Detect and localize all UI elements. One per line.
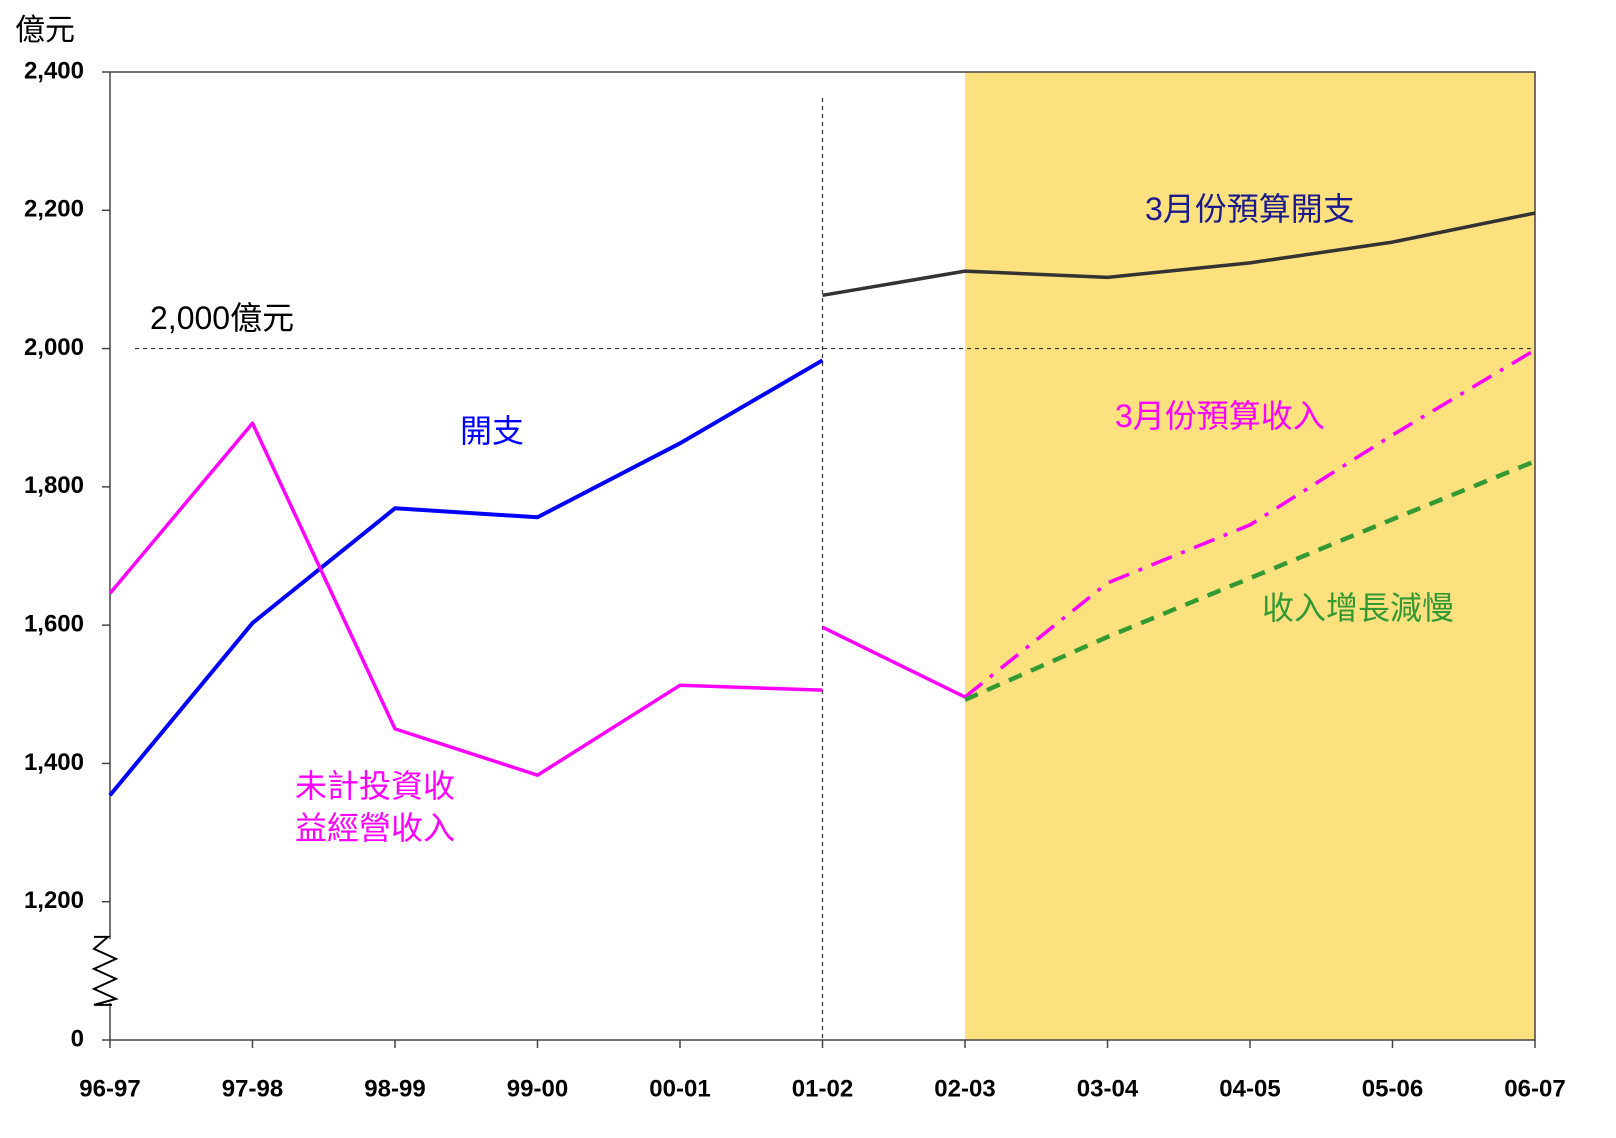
series-line [963, 348, 1536, 699]
series-label: 開支 [460, 413, 525, 449]
series-line [964, 459, 1536, 702]
axis-break-gap [107, 938, 113, 1003]
y-tick-label: 1,400 [24, 749, 84, 776]
x-tick-label: 06-07 [1504, 1075, 1565, 1102]
series-label: 收入增長減慢 [1262, 590, 1455, 626]
x-tick-label: 03-04 [1077, 1075, 1139, 1102]
unit-label: 億元 [15, 14, 75, 47]
series-line [108, 421, 823, 777]
y-tick-label: 2,400 [24, 57, 84, 84]
x-tick-label: 98-99 [364, 1075, 425, 1102]
y-tick-label: 1,600 [24, 610, 84, 637]
x-tick-label: 00-01 [649, 1075, 710, 1102]
x-tick-label: 04-05 [1219, 1075, 1280, 1102]
x-tick-label: 99-00 [507, 1075, 568, 1102]
series-line [821, 625, 966, 699]
y-tick-label: 2,000 [24, 334, 84, 361]
y-tick-label: 0 [71, 1025, 84, 1052]
series-line [822, 211, 1536, 298]
series-label: 3月份預算開支 [1145, 191, 1355, 227]
y-tick-label: 1,800 [24, 472, 84, 499]
x-tick-label: 97-98 [222, 1075, 283, 1102]
x-tick-label: 05-06 [1362, 1075, 1423, 1102]
series-label: 未計投資收 益經營收入 [295, 768, 456, 846]
series-line [108, 358, 824, 797]
x-tick-label: 01-02 [792, 1075, 853, 1102]
y-tick-label: 1,200 [24, 887, 84, 914]
x-tick-label: 96-97 [79, 1075, 140, 1102]
series-label: 3月份預算收入 [1115, 398, 1325, 434]
x-tick-label: 02-03 [934, 1075, 995, 1102]
reference-label: 2,000億元 [150, 300, 294, 336]
axis-break [91, 935, 119, 1006]
y-tick-label: 2,200 [24, 196, 84, 223]
